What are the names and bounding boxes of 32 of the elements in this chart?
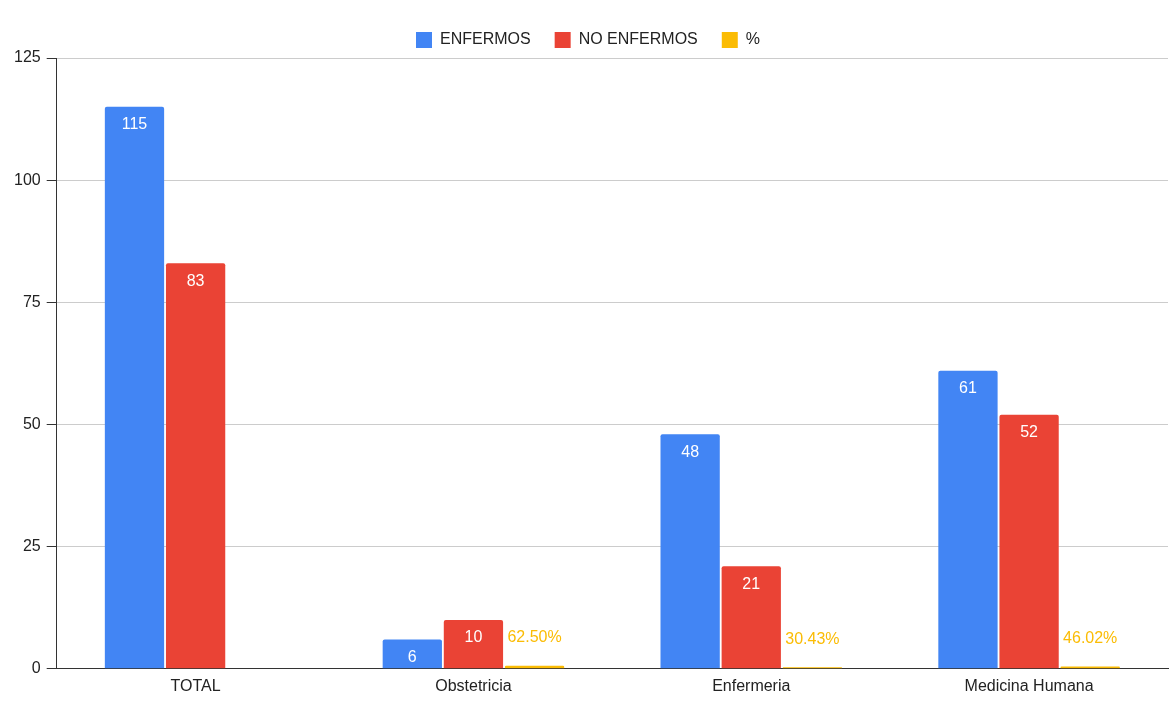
- x-tick-label: Obstetricia: [435, 676, 512, 694]
- data-label: 46.02%: [1063, 628, 1118, 646]
- y-tick-label: 0: [31, 659, 41, 677]
- x-tick-label: TOTAL: [170, 676, 221, 694]
- y-tick-label: 25: [22, 537, 41, 555]
- data-label: 83: [186, 271, 205, 289]
- data-label: 30.43%: [785, 629, 840, 647]
- y-tick-label: 75: [22, 292, 41, 310]
- bar: [999, 414, 1059, 669]
- bar: [938, 370, 998, 669]
- y-tick-label: 50: [22, 414, 41, 432]
- legend-label: ENFERMOS: [439, 30, 531, 48]
- legend-label: NO ENFERMOS: [578, 30, 698, 48]
- data-label: 6: [407, 647, 417, 665]
- data-label: 48: [681, 442, 700, 460]
- bar: [721, 566, 781, 669]
- data-label: 10: [464, 628, 483, 646]
- x-tick-label: Medicina Humana: [964, 676, 1094, 694]
- data-label: 61: [959, 379, 977, 397]
- bar: [660, 434, 720, 669]
- data-label: 52: [1020, 423, 1039, 441]
- y-tick-label: 100: [13, 170, 41, 188]
- bar: [382, 639, 442, 669]
- data-label: 62.50%: [507, 628, 562, 646]
- legend-label: %: [745, 30, 761, 48]
- x-tick-label: Enfermeria: [712, 676, 791, 694]
- data-label: 115: [121, 115, 148, 133]
- bar: [443, 619, 504, 669]
- bar: [104, 106, 165, 669]
- data-label: 21: [742, 574, 761, 592]
- bar: [165, 263, 226, 669]
- y-tick-label: 125: [13, 48, 41, 66]
